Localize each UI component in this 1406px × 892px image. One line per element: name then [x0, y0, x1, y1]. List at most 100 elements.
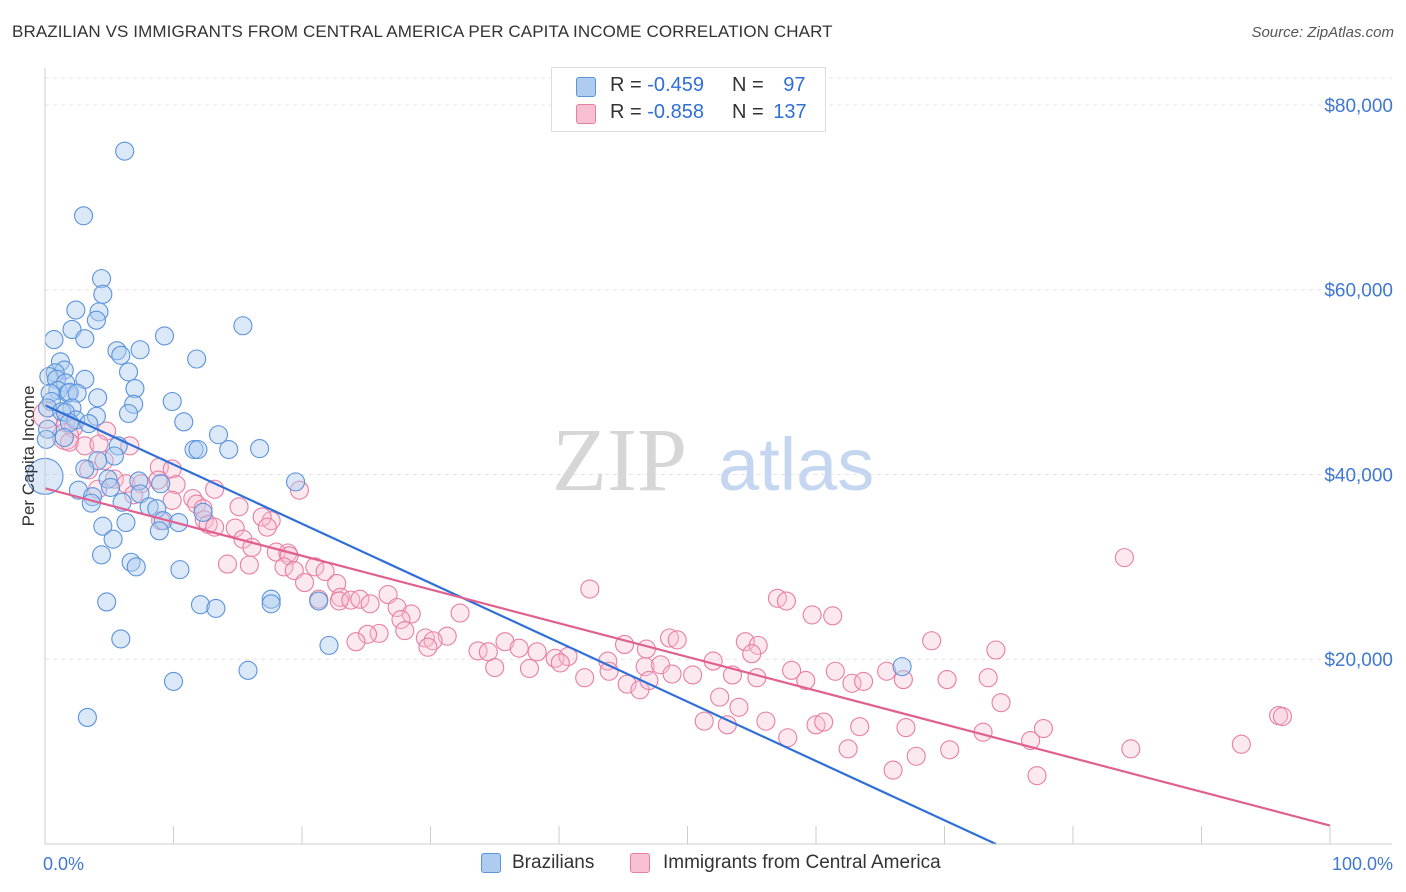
point-brazilians — [892, 657, 912, 677]
point-brazilians — [93, 516, 113, 536]
point-immigrants — [519, 658, 539, 679]
point-brazilians — [100, 477, 121, 497]
point-immigrants — [580, 579, 600, 599]
point-immigrants — [418, 637, 438, 657]
legend-n-label: N = — [732, 101, 764, 123]
point-immigrants — [838, 739, 858, 759]
legend-swatch-blue — [576, 77, 596, 97]
point-immigrants — [437, 626, 457, 646]
point-immigrants — [239, 555, 259, 575]
point-brazilians — [115, 141, 135, 161]
point-brazilians — [163, 671, 184, 691]
point-immigrants — [662, 664, 682, 684]
point-brazilians — [187, 349, 207, 369]
point-brazilians — [151, 474, 171, 494]
point-immigrants — [162, 490, 182, 510]
point-brazilians — [208, 425, 229, 445]
point-immigrants — [710, 687, 730, 707]
point-immigrants — [401, 604, 421, 624]
legend-n-value: 97 — [783, 74, 806, 96]
point-immigrants — [853, 671, 874, 691]
y-tick-label: $40,000 — [1324, 465, 1393, 486]
point-immigrants — [346, 632, 366, 652]
point-immigrants — [485, 658, 505, 678]
point-brazilians — [130, 484, 150, 504]
point-immigrants — [468, 641, 488, 661]
point-brazilians — [190, 595, 211, 615]
point-immigrants — [1231, 734, 1251, 754]
point-immigrants — [252, 507, 272, 527]
point-brazilians — [149, 521, 169, 541]
point-immigrants — [729, 697, 749, 717]
point-immigrants — [1272, 706, 1293, 727]
y-axis-label: Per Capita Income — [19, 386, 38, 527]
point-brazilians — [38, 398, 58, 418]
point-brazilians — [44, 330, 64, 350]
point-brazilians — [250, 439, 270, 459]
point-immigrants — [423, 631, 443, 651]
point-immigrants — [357, 624, 378, 644]
point-brazilians — [88, 388, 108, 408]
point-brazilians — [74, 206, 94, 226]
point-brazilians — [93, 284, 113, 304]
point-brazilians — [54, 427, 74, 448]
point-brazilians — [238, 660, 258, 680]
point-brazilians — [193, 502, 213, 522]
watermark-zip: ZIP — [552, 411, 687, 510]
point-brazilians — [118, 403, 139, 424]
point-immigrants — [1114, 548, 1134, 568]
regression-line-immigrants — [44, 487, 1331, 827]
point-immigrants — [575, 668, 595, 688]
point-immigrants — [717, 715, 737, 735]
point-immigrants — [986, 640, 1006, 660]
point-immigrants — [735, 632, 755, 652]
bottom-legend-swatch-blue — [481, 853, 501, 873]
point-immigrants — [89, 434, 109, 454]
point-brazilians — [188, 439, 208, 460]
point-brazilians — [116, 512, 136, 533]
point-brazilians — [261, 589, 281, 609]
point-brazilians — [68, 480, 88, 500]
point-brazilians — [75, 329, 95, 349]
point-immigrants — [667, 630, 687, 650]
point-immigrants — [217, 554, 238, 574]
legend-r-label: R = — [610, 74, 642, 96]
point-brazilians — [309, 591, 329, 611]
point-immigrants — [806, 715, 826, 735]
point-brazilians — [162, 391, 182, 412]
point-immigrants — [922, 631, 942, 651]
y-tick-labels: $20,000 $40,000 $60,000 $80,000 — [1324, 96, 1393, 671]
axes — [44, 68, 1392, 845]
point-immigrants — [825, 661, 845, 681]
regression-lines — [44, 404, 1331, 845]
legend-r-value: -0.858 — [647, 101, 704, 123]
point-brazilians — [118, 362, 139, 382]
y-tick-label: $20,000 — [1324, 650, 1393, 671]
point-brazilians — [219, 439, 239, 460]
x-tick-label-min: 0.0% — [43, 854, 84, 874]
point-brazilians — [77, 707, 97, 727]
point-immigrants — [683, 665, 703, 685]
point-immigrants — [550, 653, 570, 673]
point-brazilians — [91, 545, 112, 565]
point-immigrants — [796, 670, 816, 691]
point-brazilians — [91, 269, 112, 289]
point-immigrants — [1033, 718, 1053, 739]
point-immigrants — [991, 693, 1011, 713]
x-tick-label-max: 100.0% — [1332, 854, 1393, 874]
point-brazilians — [125, 379, 145, 399]
point-brazilians — [75, 459, 95, 479]
point-immigrants — [823, 606, 843, 626]
point-brazilians — [104, 446, 124, 466]
point-immigrants — [636, 639, 656, 659]
point-immigrants — [360, 594, 380, 614]
point-immigrants — [495, 632, 515, 652]
point-immigrants — [877, 661, 897, 681]
point-brazilians — [39, 367, 59, 387]
point-brazilians — [79, 414, 99, 434]
y-tick-label: $80,000 — [1324, 96, 1393, 117]
point-brazilians — [67, 383, 87, 403]
point-immigrants — [802, 605, 822, 625]
point-brazilians — [170, 560, 190, 580]
